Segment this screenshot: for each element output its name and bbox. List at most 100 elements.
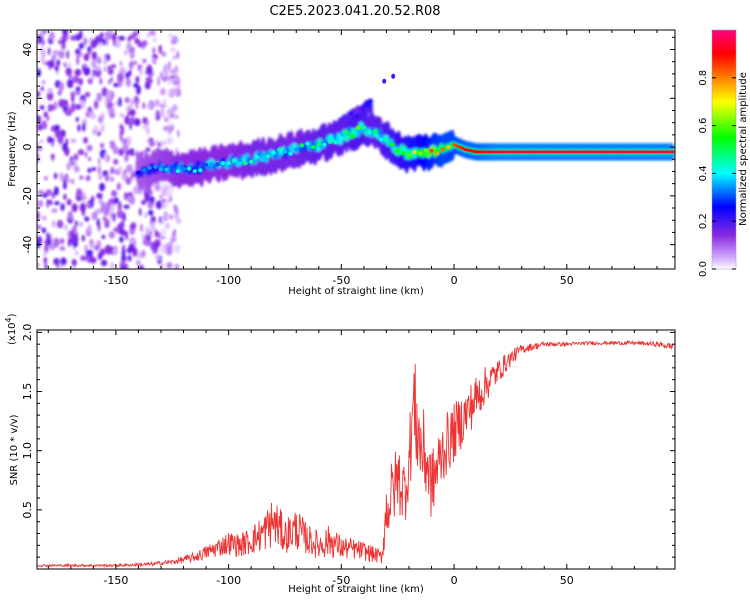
noise-blob <box>100 259 108 267</box>
ridge-core-point <box>628 150 632 154</box>
noise-blob <box>113 82 119 88</box>
ridge-core-point <box>484 150 488 154</box>
noise-blob <box>47 47 51 56</box>
noise-blob <box>37 142 40 147</box>
noise-blob <box>157 141 162 148</box>
noise-blob <box>108 199 113 204</box>
colorbar-tick-label: 0.4 <box>698 165 709 181</box>
noise-blob <box>53 257 60 266</box>
ridge-core-point <box>540 150 544 154</box>
ridge-core-point <box>522 150 526 154</box>
noise-blob <box>163 126 168 132</box>
noise-blob <box>144 192 151 202</box>
noise-blob <box>172 55 176 60</box>
noise-blob <box>57 133 64 144</box>
noise-blob <box>172 104 178 112</box>
noise-blob <box>37 68 41 77</box>
noise-blob <box>105 217 109 225</box>
noise-blob <box>155 109 160 119</box>
noise-blob <box>125 72 130 79</box>
ridge-core-point <box>605 150 610 154</box>
colorbar: 0.0 0.2 0.4 0.6 0.8 Normalized spectral ampl… <box>698 29 749 277</box>
noise-blob <box>154 139 159 147</box>
noise-blob <box>168 60 172 71</box>
noise-blob <box>105 89 113 100</box>
ridge-core-point <box>517 150 522 154</box>
noise-blob <box>130 171 135 180</box>
noise-blob <box>46 91 54 101</box>
noise-blob <box>111 32 117 42</box>
noise-blob <box>175 218 182 224</box>
y-tick-label: 20 <box>21 91 34 105</box>
ridge-core-point <box>164 167 169 172</box>
noise-blob <box>147 79 153 84</box>
noise-blob <box>107 79 112 85</box>
noise-blob <box>99 182 106 192</box>
noise-blob <box>127 254 132 262</box>
ridge-core-point <box>590 150 594 154</box>
noise-blob <box>70 138 77 144</box>
noise-blob <box>93 125 99 133</box>
snr-panel: -150 -100 -50 0 50 0.5 1.0 1.5 2.0 Height of str… <box>4 313 676 595</box>
x-tick-label: -150 <box>103 274 128 287</box>
ridge-core-point <box>560 150 564 154</box>
noise-blob <box>60 203 65 212</box>
noise-blob <box>82 137 89 144</box>
noise-blob <box>158 194 164 199</box>
noise-blob <box>96 131 102 137</box>
noise-blob <box>54 124 60 131</box>
x-tick-label: 0 <box>451 574 458 587</box>
noise-blob <box>124 115 130 125</box>
noise-blob <box>56 219 64 229</box>
ridge-core-point <box>508 150 512 154</box>
y-tick-label: 1.0 <box>21 442 34 460</box>
ridge-core-point <box>327 139 333 144</box>
noise-blob <box>49 137 55 143</box>
noise-blob <box>81 196 85 202</box>
noise-blob <box>62 181 67 190</box>
noise-blob <box>161 216 165 226</box>
noise-blob <box>148 229 153 238</box>
noise-blob <box>96 208 101 214</box>
noise-blob <box>116 209 124 219</box>
ridge-core-point <box>653 150 657 154</box>
noise-blob <box>56 59 61 66</box>
noise-blob <box>110 64 117 69</box>
colorbar-tick-label: 0.8 <box>698 70 709 86</box>
noise-blob <box>128 61 134 69</box>
noise-blob <box>47 237 52 247</box>
noise-blob <box>51 153 54 162</box>
noise-blob <box>96 218 100 228</box>
ridge-core-point <box>657 150 661 154</box>
noise-blob <box>71 93 75 103</box>
ridge-core-point <box>481 150 485 154</box>
noise-blob <box>102 216 106 221</box>
noise-blob <box>61 42 66 50</box>
noise-blob <box>124 263 129 269</box>
ridge-core-point <box>587 150 591 154</box>
noise-blob <box>47 88 53 94</box>
noise-blob <box>135 104 139 110</box>
noise-blob <box>154 186 161 191</box>
colorbar-gradient <box>712 30 736 269</box>
ridge-core-point <box>533 150 537 154</box>
noise-blob <box>142 42 145 50</box>
noise-blob <box>119 236 124 243</box>
snr-y-axis-label: SNR (10 * v/v) <box>9 414 20 485</box>
noise-blob <box>153 36 157 43</box>
noise-blob <box>40 86 44 92</box>
figure-title: C2E5.2023.041.20.52.R08 <box>269 4 440 19</box>
noise-blob <box>41 40 46 45</box>
noise-blob <box>84 151 88 158</box>
noise-blob <box>146 32 151 38</box>
ridge-core-point <box>435 151 440 156</box>
noise-blob <box>155 200 163 210</box>
noise-blob <box>142 124 149 129</box>
ridge-core-point <box>662 150 666 154</box>
noise-blob <box>88 106 92 112</box>
noise-blob <box>87 51 91 56</box>
noise-blob <box>121 125 125 135</box>
side-lobe-blob <box>360 105 366 111</box>
noise-blob <box>93 100 99 110</box>
